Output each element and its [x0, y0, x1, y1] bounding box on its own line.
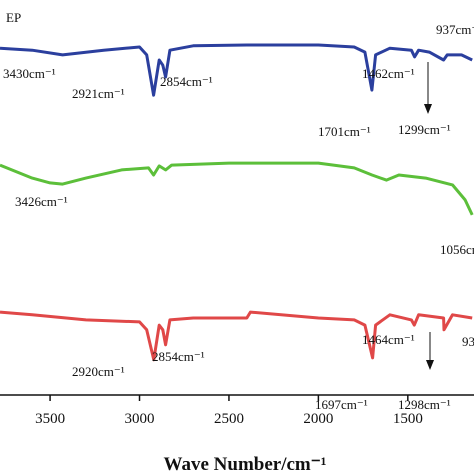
spectrum-line: [0, 43, 473, 97]
x-tick-label: 3500: [35, 411, 65, 427]
annotation: 937cm⁻¹: [436, 22, 474, 37]
annotation: 2920cm⁻¹: [72, 364, 125, 379]
arrow-head: [426, 360, 434, 370]
annotation: 1299cm⁻¹: [398, 122, 451, 137]
arrow-head: [424, 104, 432, 114]
annotation: 3426cm⁻¹: [15, 194, 68, 209]
spectrum-line: [0, 161, 474, 216]
spectrum-line: [0, 310, 473, 362]
x-tick-label: 3000: [125, 411, 155, 427]
annotation: 1697cm⁻¹: [315, 397, 368, 412]
x-axis-title: Wave Number/cm⁻¹: [164, 454, 327, 474]
x-tick-label: 2500: [214, 411, 244, 427]
annotation: 2921cm⁻¹: [72, 86, 125, 101]
annotation: 1462cm⁻¹: [362, 66, 415, 81]
annotation: 2854cm⁻¹: [160, 74, 213, 89]
annotation: 1701cm⁻¹: [318, 124, 371, 139]
x-tick-label: 2000: [303, 411, 333, 427]
annotation: EP: [6, 10, 21, 25]
annotation: 3430cm⁻¹: [3, 66, 56, 81]
annotation: 1056cm⁻¹: [440, 242, 474, 257]
annotation: 2854cm⁻¹: [152, 349, 205, 364]
annotation: 1298cm⁻¹: [398, 397, 451, 412]
annotation: 1464cm⁻¹: [362, 332, 415, 347]
x-tick-label: 1500: [393, 411, 423, 427]
annotation: 937cm⁻¹: [462, 334, 474, 349]
